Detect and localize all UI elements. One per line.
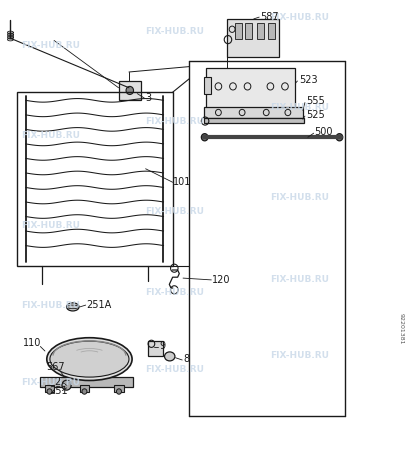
Circle shape bbox=[82, 389, 87, 394]
Circle shape bbox=[336, 134, 343, 141]
Bar bbox=[80, 385, 89, 392]
Text: 525: 525 bbox=[306, 110, 324, 120]
Bar bbox=[235, 23, 242, 39]
Text: 3: 3 bbox=[146, 93, 152, 103]
Circle shape bbox=[116, 389, 121, 394]
Circle shape bbox=[201, 134, 208, 141]
Text: 251A: 251A bbox=[87, 300, 112, 310]
Text: FIX-HUB.RU: FIX-HUB.RU bbox=[270, 274, 329, 284]
Text: 8: 8 bbox=[183, 354, 189, 364]
Text: FIX-HUB.RU: FIX-HUB.RU bbox=[270, 194, 329, 202]
Text: 555: 555 bbox=[306, 96, 324, 106]
Bar bbox=[245, 23, 252, 39]
Text: 101: 101 bbox=[173, 177, 191, 187]
Text: FIX-HUB.RU: FIX-HUB.RU bbox=[146, 27, 205, 36]
Text: FIX-HUB.RU: FIX-HUB.RU bbox=[21, 40, 80, 50]
Circle shape bbox=[126, 86, 134, 94]
Text: 587: 587 bbox=[260, 12, 279, 22]
Text: FIX-HUB.RU: FIX-HUB.RU bbox=[146, 117, 205, 126]
Text: 110: 110 bbox=[23, 338, 41, 348]
Text: FIX-HUB.RU: FIX-HUB.RU bbox=[270, 104, 329, 112]
Circle shape bbox=[62, 380, 71, 390]
Ellipse shape bbox=[50, 341, 129, 377]
Bar bbox=[257, 23, 264, 39]
Bar bbox=[206, 68, 295, 108]
Text: 9: 9 bbox=[159, 341, 165, 351]
Text: 500: 500 bbox=[314, 127, 333, 137]
Text: FIX-HUB.RU: FIX-HUB.RU bbox=[146, 364, 205, 373]
Text: FIX-HUB.RU: FIX-HUB.RU bbox=[146, 288, 205, 297]
Ellipse shape bbox=[47, 338, 132, 381]
Text: 251: 251 bbox=[49, 386, 68, 396]
Bar bbox=[40, 377, 133, 387]
Text: FIX-HUB.RU: FIX-HUB.RU bbox=[21, 302, 80, 310]
Bar bbox=[114, 385, 124, 392]
Text: 523: 523 bbox=[299, 75, 317, 85]
Ellipse shape bbox=[164, 352, 175, 361]
Text: FIX-HUB.RU: FIX-HUB.RU bbox=[21, 220, 80, 230]
Text: 92201381: 92201381 bbox=[399, 313, 404, 344]
Text: FIX-HUB.RU: FIX-HUB.RU bbox=[21, 378, 80, 387]
Bar bbox=[227, 19, 279, 57]
Text: 567: 567 bbox=[46, 362, 64, 372]
Text: 2: 2 bbox=[54, 377, 60, 387]
Bar bbox=[17, 92, 173, 266]
Bar bbox=[148, 341, 163, 356]
Text: 120: 120 bbox=[212, 275, 230, 285]
Text: FIX-HUB.RU: FIX-HUB.RU bbox=[270, 351, 329, 360]
Ellipse shape bbox=[67, 305, 79, 309]
Circle shape bbox=[47, 389, 52, 394]
Bar bbox=[268, 23, 275, 39]
Bar bbox=[119, 81, 141, 100]
Text: FIX-HUB.RU: FIX-HUB.RU bbox=[146, 207, 205, 216]
Ellipse shape bbox=[67, 303, 79, 311]
Bar bbox=[204, 76, 211, 94]
Bar bbox=[45, 385, 54, 392]
Text: FIX-HUB.RU: FIX-HUB.RU bbox=[21, 130, 80, 140]
Text: FIX-HUB.RU: FIX-HUB.RU bbox=[270, 14, 329, 22]
Bar bbox=[204, 107, 303, 118]
Bar bbox=[204, 118, 304, 123]
